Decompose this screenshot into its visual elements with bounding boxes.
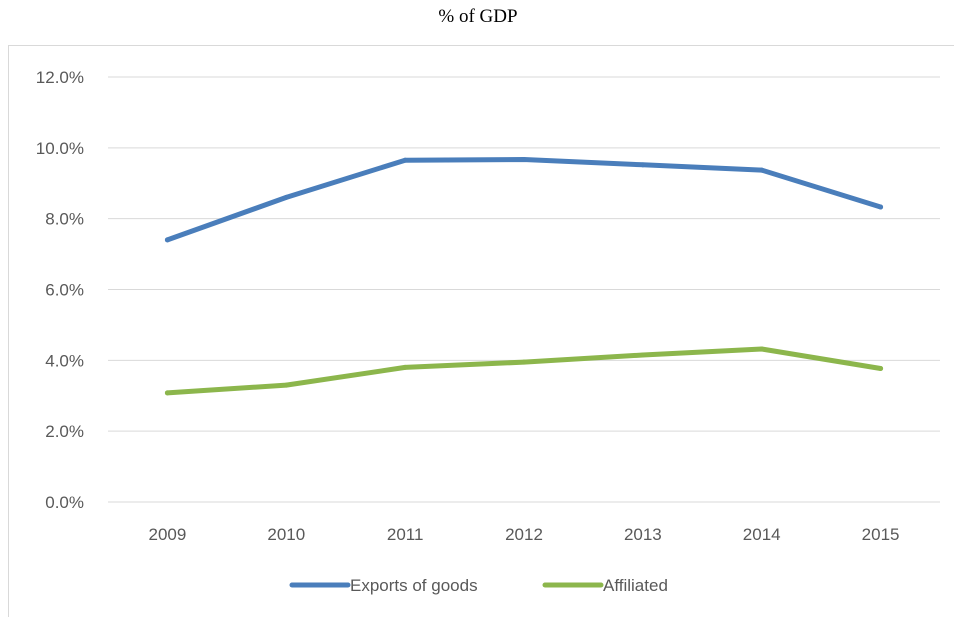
series-line-2 bbox=[164, 346, 884, 396]
data-point bbox=[402, 157, 408, 163]
x-tick-label: 2015 bbox=[862, 525, 900, 544]
x-axis-labels: 2009 2010 2011 2012 2013 2014 2015 bbox=[149, 525, 900, 544]
data-point bbox=[402, 364, 408, 370]
x-tick-label: 2012 bbox=[505, 525, 543, 544]
y-tick-label: 4.0% bbox=[45, 351, 84, 370]
data-point bbox=[640, 352, 646, 358]
y-tick-label: 6.0% bbox=[45, 281, 84, 300]
x-tick-label: 2010 bbox=[267, 525, 305, 544]
data-point bbox=[640, 162, 646, 168]
data-point bbox=[521, 157, 527, 163]
data-point bbox=[759, 167, 765, 173]
legend-label: Exports of goods bbox=[350, 576, 478, 595]
x-tick-label: 2009 bbox=[149, 525, 187, 544]
x-tick-label: 2014 bbox=[743, 525, 781, 544]
series-lines bbox=[164, 157, 884, 396]
y-axis-labels: 0.0% 2.0% 4.0% 6.0% 8.0% 10.0% 12.0% bbox=[36, 68, 84, 512]
y-tick-label: 2.0% bbox=[45, 422, 84, 441]
series-line-1 bbox=[164, 157, 884, 243]
y-tick-label: 12.0% bbox=[36, 68, 84, 87]
data-point bbox=[759, 346, 765, 352]
data-point bbox=[878, 204, 884, 210]
y-tick-label: 0.0% bbox=[45, 493, 84, 512]
x-tick-label: 2011 bbox=[387, 525, 424, 544]
x-tick-label: 2013 bbox=[624, 525, 662, 544]
data-point bbox=[521, 359, 527, 365]
y-tick-label: 8.0% bbox=[45, 210, 84, 229]
data-point bbox=[283, 194, 289, 200]
legend-label: Affiliated bbox=[603, 576, 668, 595]
data-point bbox=[164, 390, 170, 396]
data-point bbox=[283, 382, 289, 388]
data-point bbox=[878, 365, 884, 371]
legend: Exports of goods Affiliated bbox=[289, 576, 668, 595]
y-tick-label: 10.0% bbox=[36, 139, 84, 158]
chart-frame bbox=[8, 45, 954, 617]
data-point bbox=[164, 237, 170, 243]
chart-title: % of GDP bbox=[438, 6, 518, 27]
grid-lines bbox=[108, 76, 940, 503]
